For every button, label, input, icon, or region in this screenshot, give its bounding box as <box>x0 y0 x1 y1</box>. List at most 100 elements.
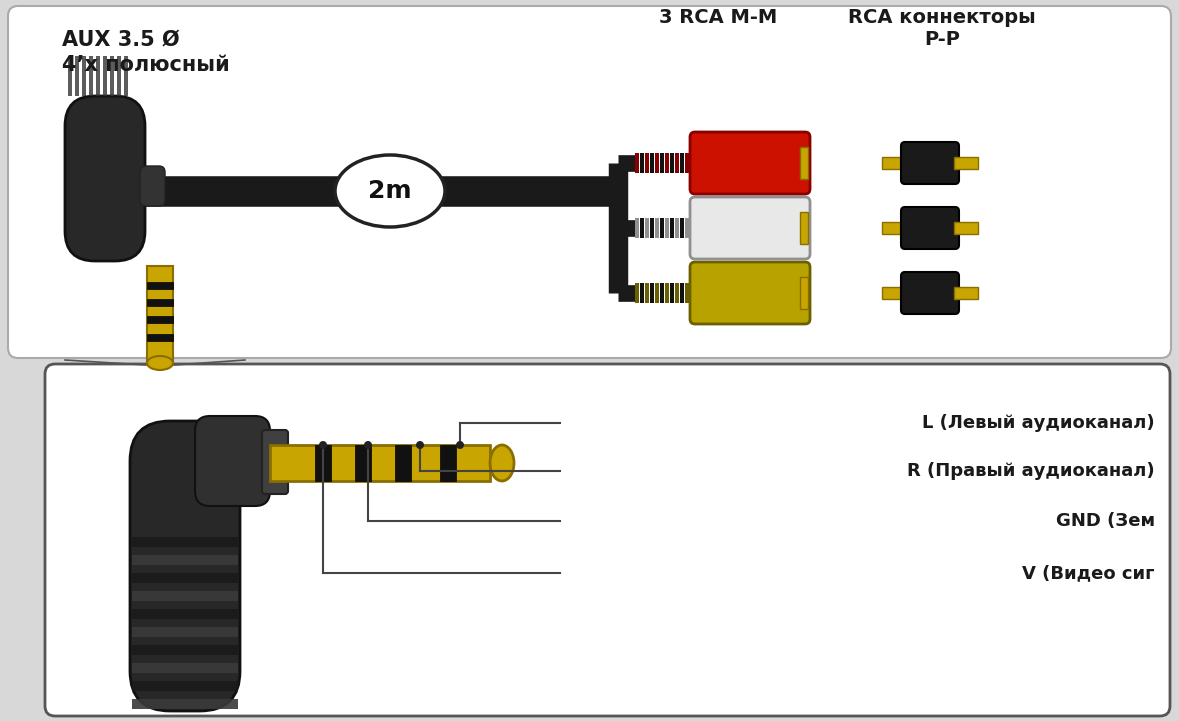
Bar <box>954 222 979 234</box>
Bar <box>147 282 173 289</box>
Bar <box>640 218 644 238</box>
Bar <box>147 334 173 341</box>
FancyBboxPatch shape <box>8 6 1171 358</box>
Bar <box>665 283 668 303</box>
FancyBboxPatch shape <box>901 207 959 249</box>
Bar <box>656 218 659 238</box>
Bar <box>103 56 107 96</box>
Bar <box>656 283 659 303</box>
Bar <box>132 645 238 655</box>
Bar <box>882 287 905 299</box>
Bar <box>83 56 86 96</box>
FancyBboxPatch shape <box>262 430 288 494</box>
FancyBboxPatch shape <box>195 416 270 506</box>
Bar <box>680 218 684 238</box>
Bar <box>650 153 654 173</box>
Bar <box>690 218 694 238</box>
Bar <box>68 56 72 96</box>
Text: RCA коннекторы: RCA коннекторы <box>848 8 1036 27</box>
Bar <box>650 283 654 303</box>
Text: AUX 3.5 Ø: AUX 3.5 Ø <box>62 30 179 50</box>
Bar <box>635 153 639 173</box>
Bar <box>645 153 648 173</box>
Circle shape <box>456 441 465 449</box>
Bar <box>680 153 684 173</box>
Bar <box>685 218 689 238</box>
Text: 2m: 2m <box>368 179 411 203</box>
Bar <box>882 222 905 234</box>
Bar <box>95 56 100 96</box>
Bar <box>132 663 238 673</box>
Bar <box>132 627 238 637</box>
FancyBboxPatch shape <box>901 142 959 184</box>
Bar <box>147 299 173 306</box>
Bar <box>635 283 639 303</box>
Bar <box>882 157 905 169</box>
Bar <box>132 699 238 709</box>
Circle shape <box>364 441 373 449</box>
FancyBboxPatch shape <box>65 96 145 261</box>
FancyBboxPatch shape <box>130 421 241 711</box>
FancyBboxPatch shape <box>690 132 810 194</box>
Bar <box>660 283 664 303</box>
Bar <box>954 287 979 299</box>
Bar <box>110 56 114 96</box>
Bar <box>665 218 668 238</box>
Bar <box>88 56 93 96</box>
Bar <box>132 555 238 565</box>
Text: GND (Зем: GND (Зем <box>1056 512 1155 530</box>
Ellipse shape <box>335 155 444 227</box>
Bar <box>315 445 331 481</box>
Bar <box>132 537 238 547</box>
Bar <box>635 218 639 238</box>
Bar <box>690 283 694 303</box>
Bar <box>147 266 173 363</box>
Bar <box>640 283 644 303</box>
Circle shape <box>320 441 327 449</box>
Text: R (Правый аудиоканал): R (Правый аудиоканал) <box>908 462 1155 480</box>
Ellipse shape <box>490 445 514 481</box>
Bar <box>147 316 173 323</box>
Bar <box>801 212 808 244</box>
Bar <box>954 157 979 169</box>
Bar <box>801 147 808 179</box>
FancyBboxPatch shape <box>690 197 810 259</box>
FancyBboxPatch shape <box>690 262 810 324</box>
Bar <box>660 218 664 238</box>
Bar <box>685 283 689 303</box>
Bar <box>124 56 129 96</box>
Bar <box>801 277 808 309</box>
Bar <box>640 153 644 173</box>
Circle shape <box>416 441 424 449</box>
Bar <box>660 153 664 173</box>
Bar <box>656 153 659 173</box>
FancyBboxPatch shape <box>901 272 959 314</box>
Bar <box>395 445 411 481</box>
Bar <box>685 153 689 173</box>
Bar <box>670 283 674 303</box>
Bar <box>75 56 79 96</box>
Bar <box>645 283 648 303</box>
Bar <box>650 218 654 238</box>
Bar <box>690 153 694 173</box>
Text: 4’x полюсный: 4’x полюсный <box>62 55 230 75</box>
Text: P-P: P-P <box>924 30 960 49</box>
Bar <box>670 218 674 238</box>
Bar <box>676 218 679 238</box>
Bar <box>440 445 456 481</box>
Bar <box>132 573 238 583</box>
Text: L (Левый аудиоканал): L (Левый аудиоканал) <box>922 414 1155 432</box>
Ellipse shape <box>147 356 173 370</box>
Bar <box>676 283 679 303</box>
Bar <box>645 218 648 238</box>
Bar <box>132 681 238 691</box>
Bar <box>132 609 238 619</box>
Bar <box>132 591 238 601</box>
FancyBboxPatch shape <box>45 364 1170 716</box>
Bar <box>665 153 668 173</box>
Bar <box>680 283 684 303</box>
Bar <box>270 445 490 481</box>
Bar <box>355 445 371 481</box>
FancyBboxPatch shape <box>140 166 165 206</box>
Bar <box>117 56 121 96</box>
